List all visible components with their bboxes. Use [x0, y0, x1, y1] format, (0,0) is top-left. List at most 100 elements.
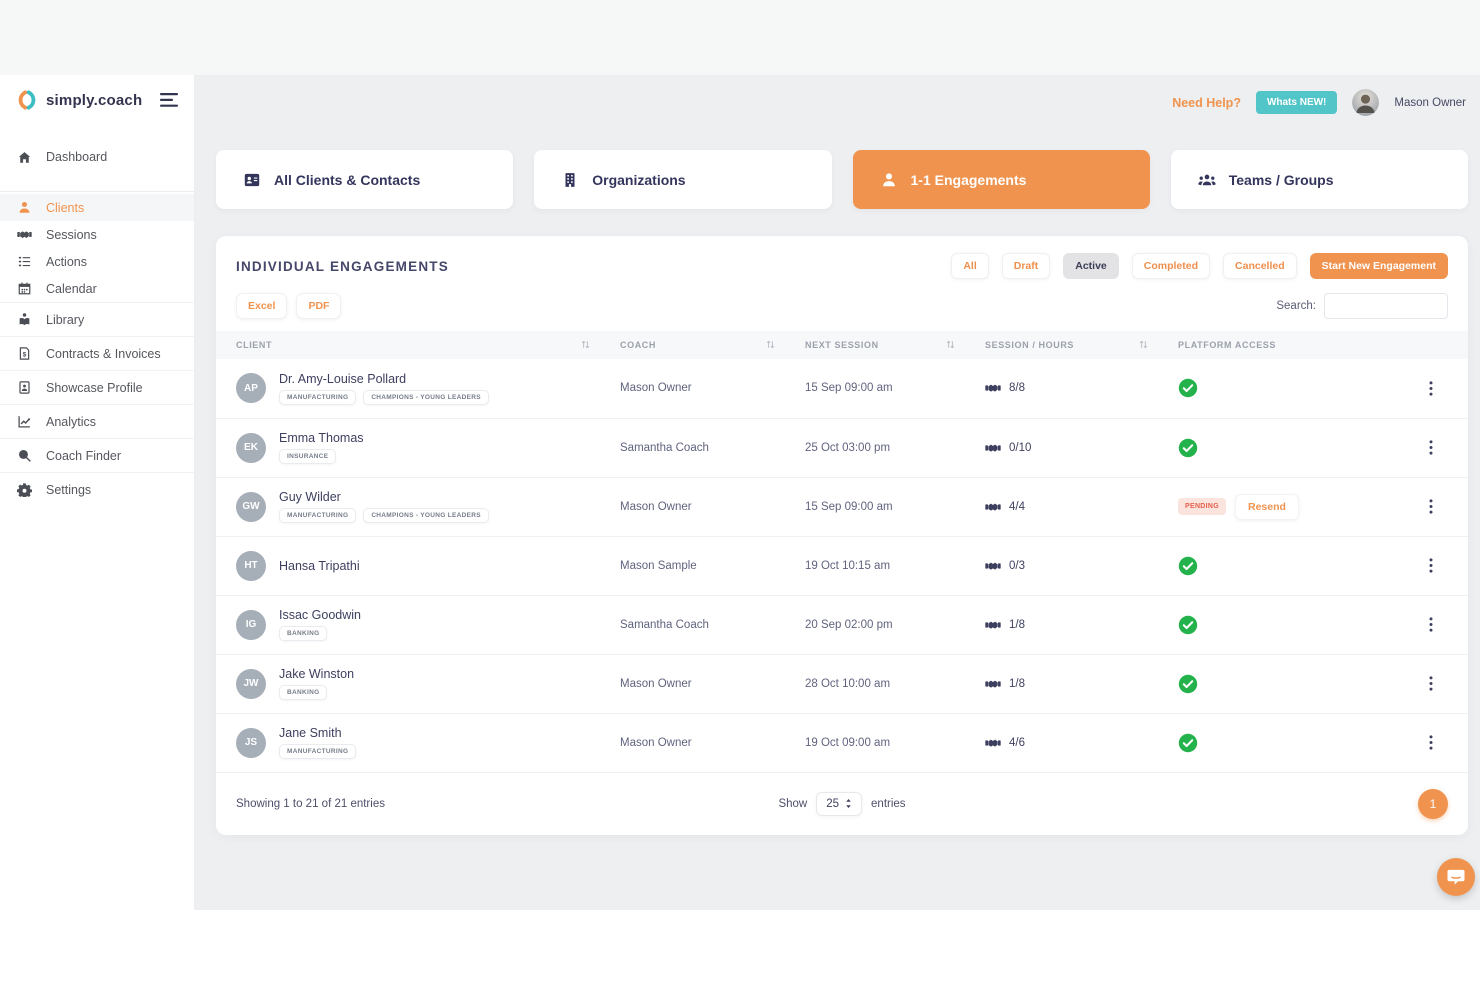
sidebar-divider: [0, 191, 194, 192]
invoice-icon: $: [16, 345, 33, 362]
table-body: AP Dr. Amy-Louise Pollard MANUFACTURING C…: [216, 359, 1468, 772]
sidebar-item-showcase-profile[interactable]: Showcase Profile: [0, 370, 194, 404]
sidebar-item-library[interactable]: Library: [0, 302, 194, 336]
tab-1-1-engagements[interactable]: 1-1 Engagements: [852, 150, 1150, 209]
filter-all[interactable]: All: [951, 253, 989, 279]
sort-icon[interactable]: [1139, 340, 1148, 349]
session-count: 0/3: [1009, 559, 1025, 572]
kebab-menu-icon[interactable]: [1424, 558, 1438, 573]
resend-button[interactable]: Resend: [1235, 493, 1299, 520]
column-header-client[interactable]: CLIENT: [236, 340, 620, 350]
hamburger-menu-icon[interactable]: [160, 93, 178, 107]
user-avatar[interactable]: [1352, 89, 1380, 116]
tab-teams-groups[interactable]: Teams / Groups: [1170, 150, 1468, 209]
page-1-button[interactable]: 1: [1418, 788, 1449, 819]
filter-active[interactable]: Active: [1063, 253, 1119, 279]
next-session: 15 Sep 09:00 am: [805, 500, 893, 513]
coach-name: Samantha Coach: [620, 441, 709, 454]
tab-label: All Clients & Contacts: [274, 171, 421, 188]
export-excel-button[interactable]: Excel: [236, 293, 288, 319]
client-name[interactable]: Hansa Tripathi: [279, 558, 360, 573]
platform-access-cell: [1178, 438, 1418, 458]
client-tag: MANUFACTURING: [279, 389, 357, 405]
top-strip: [0, 0, 1480, 75]
handshake-icon: [985, 619, 1001, 631]
client-name[interactable]: Guy Wilder: [279, 490, 341, 505]
kebab-menu-icon[interactable]: [1424, 617, 1438, 632]
need-help-link[interactable]: Need Help?: [1172, 95, 1241, 110]
sidebar-item-label: Settings: [46, 482, 92, 497]
access-granted-icon: [1178, 556, 1198, 576]
next-session: 15 Sep 09:00 am: [805, 382, 893, 395]
table-row: HT Hansa Tripathi Mason Sample 19 Oct 10…: [216, 535, 1468, 595]
kebab-menu-icon[interactable]: [1424, 440, 1438, 455]
column-header-next-session[interactable]: NEXT SESSION: [805, 340, 985, 350]
sidebar-item-clients[interactable]: Clients: [0, 194, 194, 221]
export-buttons: Excel PDF: [236, 293, 1276, 319]
engagements-card: INDIVIDUAL ENGAGEMENTS All Draft Active Com…: [216, 236, 1468, 835]
sort-icon[interactable]: [946, 340, 955, 349]
sort-icon[interactable]: [581, 340, 590, 349]
access-granted-icon: [1178, 733, 1198, 753]
sidebar-item-analytics[interactable]: Analytics: [0, 404, 194, 438]
access-granted-icon: [1178, 378, 1198, 398]
sidebar-item-label: Coach Finder: [46, 448, 122, 463]
logo-row: simply.coach: [0, 75, 194, 125]
table-footer: Showing 1 to 21 of 21 entries Show 25 en…: [216, 771, 1468, 835]
client-name[interactable]: Issac Goodwin: [279, 608, 361, 623]
sidebar-item-sessions[interactable]: Sessions: [0, 221, 194, 248]
pending-badge: PENDING: [1178, 498, 1226, 516]
client-name[interactable]: Emma Thomas: [279, 431, 364, 446]
client-name[interactable]: Dr. Amy-Louise Pollard: [279, 371, 407, 386]
tab-label: Teams / Groups: [1228, 171, 1334, 188]
column-header-coach[interactable]: COACH: [620, 340, 805, 350]
client-name[interactable]: Jake Winston: [279, 667, 355, 682]
checklist-icon: [16, 253, 33, 270]
export-row: Excel PDF Search:: [216, 279, 1468, 331]
sidebar-item-settings[interactable]: Settings: [0, 472, 194, 506]
sort-icon[interactable]: [766, 340, 775, 349]
column-header-session-hours[interactable]: SESSION / HOURS: [985, 340, 1178, 350]
filter-cancelled[interactable]: Cancelled: [1223, 253, 1297, 279]
kebab-menu-icon[interactable]: [1424, 499, 1438, 514]
handshake-icon: [985, 501, 1001, 513]
sidebar-item-coach-finder[interactable]: Coach Finder: [0, 438, 194, 472]
client-tags: MANUFACTURING CHAMPIONS - YOUNG LEADERS: [279, 389, 489, 405]
settings-icon: [16, 481, 33, 498]
start-new-engagement-button[interactable]: Start New Engagement: [1309, 253, 1448, 279]
kebab-menu-icon[interactable]: [1424, 381, 1438, 396]
profile-card-icon: [16, 379, 33, 396]
coach-name: Mason Owner: [620, 677, 692, 690]
sidebar-item-dashboard[interactable]: Dashboard: [0, 141, 194, 173]
handshake-icon: [985, 560, 1001, 572]
client-tag: BANKING: [279, 685, 328, 701]
kebab-menu-icon[interactable]: [1424, 676, 1438, 691]
filter-completed[interactable]: Completed: [1131, 253, 1211, 279]
brand-name[interactable]: simply.coach: [46, 91, 143, 109]
session-count: 4/4: [1009, 500, 1025, 513]
tab-organizations[interactable]: Organizations: [534, 150, 832, 209]
client-name[interactable]: Jane Smith: [279, 726, 342, 741]
entries-label: entries: [871, 797, 906, 810]
sidebar-item-contracts-invoices[interactable]: $ Contracts & Invoices: [0, 336, 194, 370]
access-granted-icon: [1178, 438, 1198, 458]
whats-new-button[interactable]: Whats NEW!: [1255, 91, 1338, 114]
filter-draft[interactable]: Draft: [1001, 253, 1051, 279]
sidebar-item-label: Library: [46, 312, 85, 327]
pagination: 1: [906, 788, 1449, 819]
search-wrap: Search:: [1276, 293, 1448, 319]
client-tags: BANKING: [279, 626, 361, 642]
client-avatar: JS: [236, 727, 266, 758]
export-pdf-button[interactable]: PDF: [296, 293, 342, 319]
table-row: EK Emma Thomas INSURANCE Samantha Coach …: [216, 417, 1468, 477]
tab-all-clients-contacts[interactable]: All Clients & Contacts: [216, 150, 514, 209]
search-input[interactable]: [1324, 293, 1448, 319]
sidebar-item-actions[interactable]: Actions: [0, 248, 194, 275]
page-size-select[interactable]: 25: [816, 791, 863, 816]
chat-fab-button[interactable]: [1437, 858, 1475, 896]
kebab-menu-icon[interactable]: [1424, 735, 1438, 750]
client-avatar: GW: [236, 491, 266, 522]
content-header: Need Help? Whats NEW! Mason Owner: [216, 75, 1468, 130]
sidebar-item-calendar[interactable]: Calendar: [0, 275, 194, 302]
